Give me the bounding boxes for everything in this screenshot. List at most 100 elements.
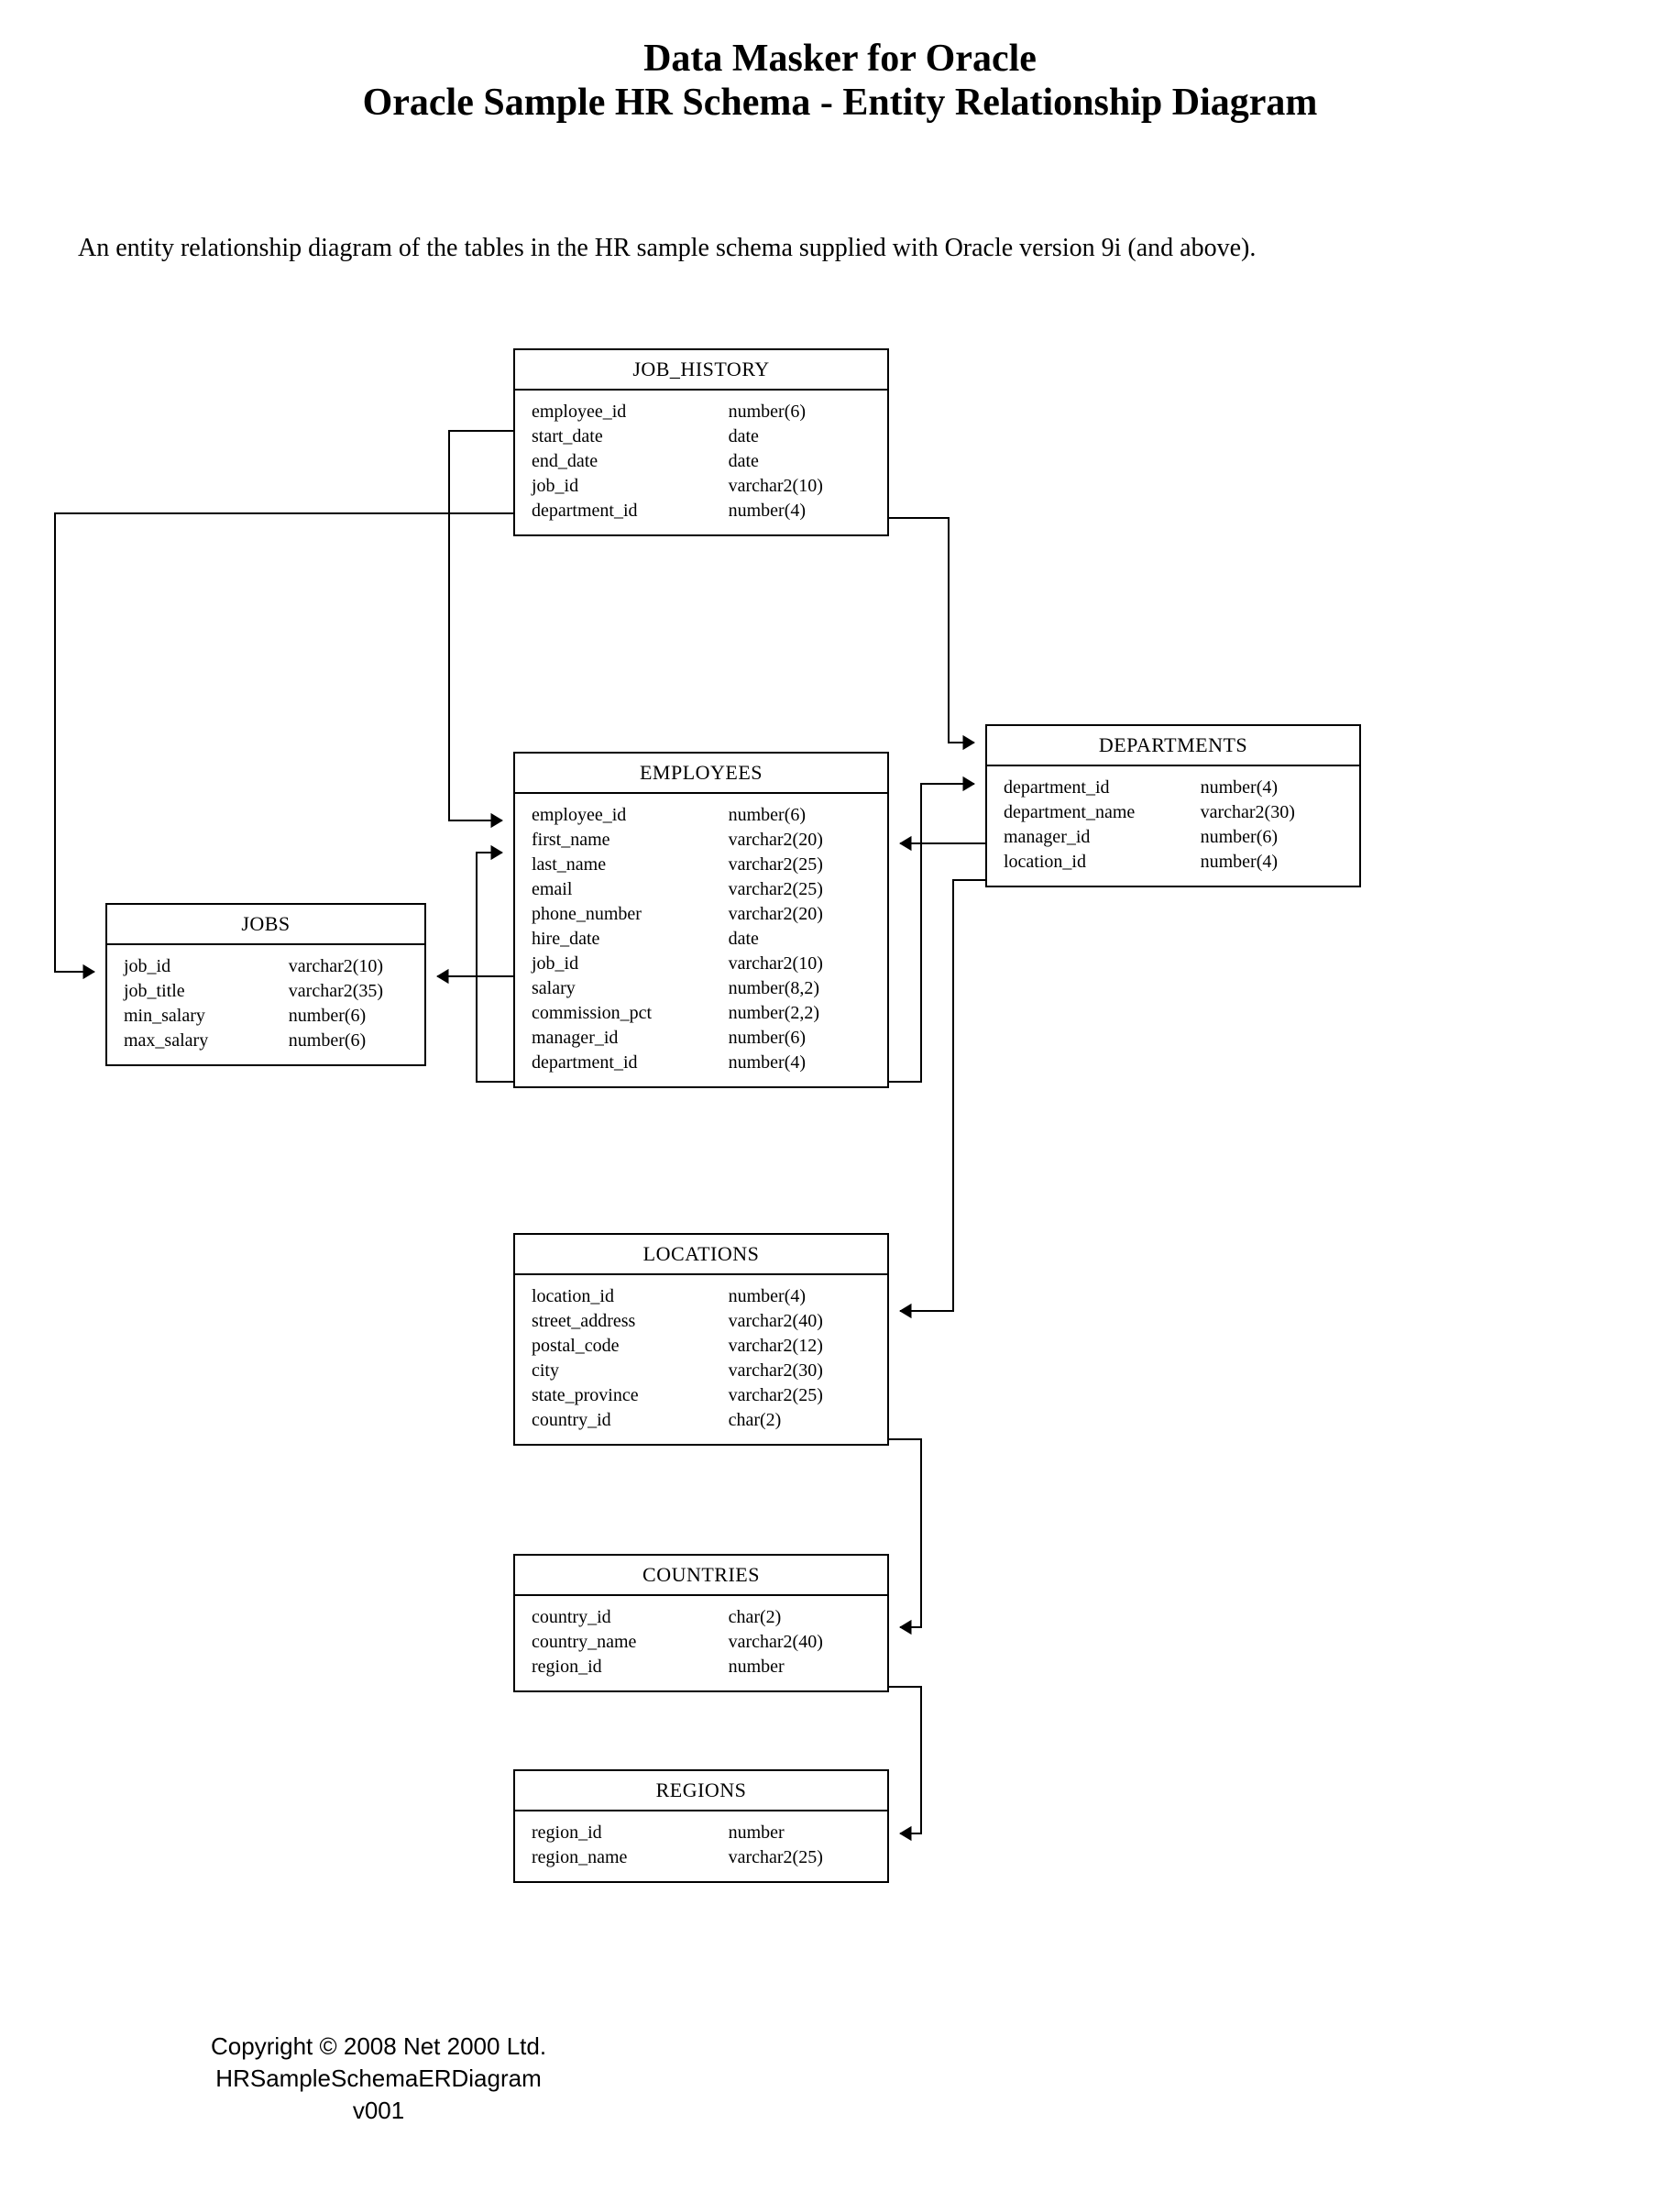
column-row: department_idnumber(4) bbox=[532, 1051, 871, 1075]
column-row: employee_idnumber(6) bbox=[532, 400, 871, 424]
arrowhead-ctry-to-reg bbox=[900, 1827, 911, 1840]
entity-employees: EMPLOYEESemployee_idnumber(6)first_namev… bbox=[513, 752, 889, 1088]
edge-ctry-to-reg bbox=[889, 1687, 921, 1833]
column-type: number(4) bbox=[1201, 776, 1343, 800]
footer-filename: HRSampleSchemaERDiagram bbox=[211, 2063, 546, 2095]
column-row: region_idnumber bbox=[532, 1655, 871, 1679]
entity-header-departments: DEPARTMENTS bbox=[987, 726, 1359, 766]
column-name: department_id bbox=[532, 499, 729, 523]
entity-jobs: JOBSjob_idvarchar2(10)job_titlevarchar2(… bbox=[105, 903, 426, 1066]
column-type: number(6) bbox=[289, 1029, 408, 1053]
entity-body-countries: country_idchar(2)country_namevarchar2(40… bbox=[515, 1596, 887, 1690]
column-name: street_address bbox=[532, 1309, 729, 1334]
entity-header-regions: REGIONS bbox=[515, 1771, 887, 1811]
column-type: varchar2(30) bbox=[1201, 800, 1343, 825]
column-type: number bbox=[729, 1655, 871, 1679]
column-row: country_idchar(2) bbox=[532, 1408, 871, 1433]
column-row: region_idnumber bbox=[532, 1821, 871, 1845]
entity-header-countries: COUNTRIES bbox=[515, 1556, 887, 1596]
column-type: varchar2(10) bbox=[289, 954, 408, 979]
column-name: job_title bbox=[124, 979, 289, 1004]
column-name: region_name bbox=[532, 1845, 729, 1870]
column-type: varchar2(12) bbox=[729, 1334, 871, 1359]
column-row: last_namevarchar2(25) bbox=[532, 853, 871, 877]
column-name: employee_id bbox=[532, 400, 729, 424]
column-name: commission_pct bbox=[532, 1001, 729, 1026]
column-name: department_id bbox=[532, 1051, 729, 1075]
column-name: job_id bbox=[532, 474, 729, 499]
column-type: number(8,2) bbox=[729, 976, 871, 1001]
column-row: manager_idnumber(6) bbox=[1004, 825, 1343, 850]
column-row: first_namevarchar2(20) bbox=[532, 828, 871, 853]
column-row: postal_codevarchar2(12) bbox=[532, 1334, 871, 1359]
column-type: number(4) bbox=[729, 499, 871, 523]
column-row: job_titlevarchar2(35) bbox=[124, 979, 408, 1004]
column-row: salarynumber(8,2) bbox=[532, 976, 871, 1001]
column-name: job_id bbox=[124, 954, 289, 979]
column-type: varchar2(20) bbox=[729, 902, 871, 927]
column-row: state_provincevarchar2(25) bbox=[532, 1383, 871, 1408]
entity-body-locations: location_idnumber(4)street_addressvarcha… bbox=[515, 1275, 887, 1444]
column-name: min_salary bbox=[124, 1004, 289, 1029]
column-type: varchar2(35) bbox=[289, 979, 408, 1004]
column-type: number(6) bbox=[289, 1004, 408, 1029]
column-type: char(2) bbox=[729, 1408, 871, 1433]
arrowhead-emp-self bbox=[491, 846, 502, 859]
column-row: country_namevarchar2(40) bbox=[532, 1630, 871, 1655]
title-block: Data Masker for Oracle Oracle Sample HR … bbox=[0, 37, 1680, 125]
page-title-2: Oracle Sample HR Schema - Entity Relatio… bbox=[0, 81, 1680, 125]
page-title-1: Data Masker for Oracle bbox=[0, 37, 1680, 81]
column-row: region_namevarchar2(25) bbox=[532, 1845, 871, 1870]
column-type: varchar2(25) bbox=[729, 1845, 871, 1870]
column-name: first_name bbox=[532, 828, 729, 853]
column-type: number(4) bbox=[729, 1284, 871, 1309]
entity-body-employees: employee_idnumber(6)first_namevarchar2(2… bbox=[515, 794, 887, 1086]
entity-header-employees: EMPLOYEES bbox=[515, 754, 887, 794]
column-name: postal_code bbox=[532, 1334, 729, 1359]
column-type: varchar2(25) bbox=[729, 1383, 871, 1408]
column-name: last_name bbox=[532, 853, 729, 877]
column-row: location_idnumber(4) bbox=[532, 1284, 871, 1309]
entity-locations: LOCATIONSlocation_idnumber(4)street_addr… bbox=[513, 1233, 889, 1446]
column-row: department_idnumber(4) bbox=[1004, 776, 1343, 800]
column-type: number(6) bbox=[729, 803, 871, 828]
column-name: max_salary bbox=[124, 1029, 289, 1053]
edge-jh-to-dept bbox=[889, 518, 974, 743]
column-name: state_province bbox=[532, 1383, 729, 1408]
column-type: date bbox=[729, 424, 871, 449]
column-type: varchar2(20) bbox=[729, 828, 871, 853]
edge-emp-self bbox=[477, 853, 513, 1082]
column-row: hire_datedate bbox=[532, 927, 871, 952]
column-type: varchar2(40) bbox=[729, 1630, 871, 1655]
column-name: manager_id bbox=[532, 1026, 729, 1051]
column-name: department_name bbox=[1004, 800, 1201, 825]
column-name: hire_date bbox=[532, 927, 729, 952]
column-row: min_salarynumber(6) bbox=[124, 1004, 408, 1029]
footer-version: v001 bbox=[211, 2095, 546, 2127]
column-row: phone_numbervarchar2(20) bbox=[532, 902, 871, 927]
column-name: country_name bbox=[532, 1630, 729, 1655]
intro-text: An entity relationship diagram of the ta… bbox=[78, 234, 1602, 263]
column-name: city bbox=[532, 1359, 729, 1383]
column-name: manager_id bbox=[1004, 825, 1201, 850]
column-name: region_id bbox=[532, 1821, 729, 1845]
column-type: varchar2(10) bbox=[729, 474, 871, 499]
column-row: end_datedate bbox=[532, 449, 871, 474]
column-type: number(2,2) bbox=[729, 1001, 871, 1026]
column-type: varchar2(10) bbox=[729, 952, 871, 976]
entity-departments: DEPARTMENTS department_idnumber(4)departm… bbox=[985, 724, 1361, 887]
column-row: department_idnumber(4) bbox=[532, 499, 871, 523]
column-name: location_id bbox=[1004, 850, 1201, 875]
edge-jh-to-emp bbox=[449, 431, 513, 820]
edge-loc-to-ctry bbox=[889, 1439, 921, 1627]
column-name: job_id bbox=[532, 952, 729, 976]
arrowhead-jh-to-emp bbox=[491, 814, 502, 827]
column-name: region_id bbox=[532, 1655, 729, 1679]
column-row: employee_idnumber(6) bbox=[532, 803, 871, 828]
entity-body-jobs: job_idvarchar2(10)job_titlevarchar2(35)m… bbox=[107, 945, 424, 1064]
footer-copyright: Copyright © 2008 Net 2000 Ltd. bbox=[211, 2031, 546, 2063]
arrowhead-jh-to-jobs bbox=[83, 965, 94, 978]
entity-job_history: JOB_HISTORYemployee_idnumber(6)start_dat… bbox=[513, 348, 889, 536]
column-name: email bbox=[532, 877, 729, 902]
column-row: start_datedate bbox=[532, 424, 871, 449]
